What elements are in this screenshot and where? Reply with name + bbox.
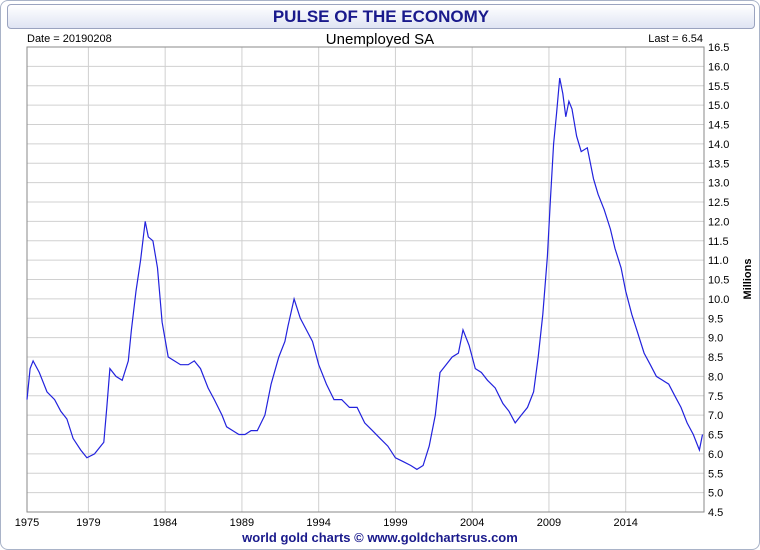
date-label: Date = 20190208 (27, 33, 112, 45)
y-tick-label: 15.5 (708, 81, 729, 93)
y-tick-label: 12.0 (708, 216, 729, 228)
y-tick-label: 4.5 (708, 507, 723, 519)
y-tick-label: 5.5 (708, 468, 723, 480)
y-tick-label: 8.0 (708, 371, 723, 383)
y-axis-label: Millions (742, 259, 754, 300)
y-tick-label: 16.5 (708, 42, 729, 54)
y-tick-label: 13.0 (708, 178, 729, 190)
y-tick-label: 9.5 (708, 313, 723, 325)
y-tick-label: 15.0 (708, 100, 729, 112)
title-bar: PULSE OF THE ECONOMY (7, 4, 755, 29)
chart-subtitle: Unemployed SA (325, 31, 435, 48)
series-line-unemployed (26, 77, 704, 471)
y-tick-label: 6.5 (708, 430, 723, 442)
y-tick-label: 14.0 (708, 139, 729, 151)
y-tick-label: 12.5 (708, 197, 729, 209)
y-tick-label: 13.5 (708, 158, 729, 170)
grid-lines (26, 46, 704, 513)
y-tick-label: 7.0 (708, 410, 723, 422)
x-tick-label: 1979 (76, 517, 100, 529)
footer-credit: world gold charts © www.goldchartsrus.co… (242, 530, 518, 545)
x-tick-label: 2004 (460, 517, 484, 529)
y-tick-label: 5.0 (708, 488, 723, 500)
x-tick-label: 2009 (537, 517, 561, 529)
y-tick-label: 8.5 (708, 352, 723, 364)
x-tick-label: 1984 (153, 517, 177, 529)
x-tick-label: 1989 (230, 517, 254, 529)
y-tick-label: 11.0 (708, 255, 729, 267)
y-tick-labels: 4.5 5.0 5.5 6.0 6.5 7.0 7.5 8.0 8.5 9.0 9.5 10.0 10.… (708, 42, 729, 519)
x-tick-label: 1975 (15, 517, 39, 529)
last-value-label: Last = 6.54 (648, 33, 703, 45)
y-tick-label: 6.0 (708, 449, 723, 461)
y-tick-label: 10.5 (708, 275, 729, 287)
x-tick-labels: 1975 1979 1984 1989 1994 1999 2004 2009 2014 (15, 517, 638, 529)
y-tick-label: 14.5 (708, 120, 729, 132)
x-tick-label: 2014 (613, 517, 637, 529)
chart-title: PULSE OF THE ECONOMY (272, 7, 490, 26)
y-tick-label: 9.0 (708, 333, 723, 345)
x-tick-label: 1999 (383, 517, 407, 529)
y-tick-label: 7.5 (708, 391, 723, 403)
y-tick-label: 11.5 (708, 236, 729, 248)
y-tick-label: 10.0 (708, 294, 729, 306)
y-tick-label: 16.0 (708, 61, 729, 73)
plot-area (26, 46, 705, 513)
x-tick-label: 1994 (306, 517, 330, 529)
